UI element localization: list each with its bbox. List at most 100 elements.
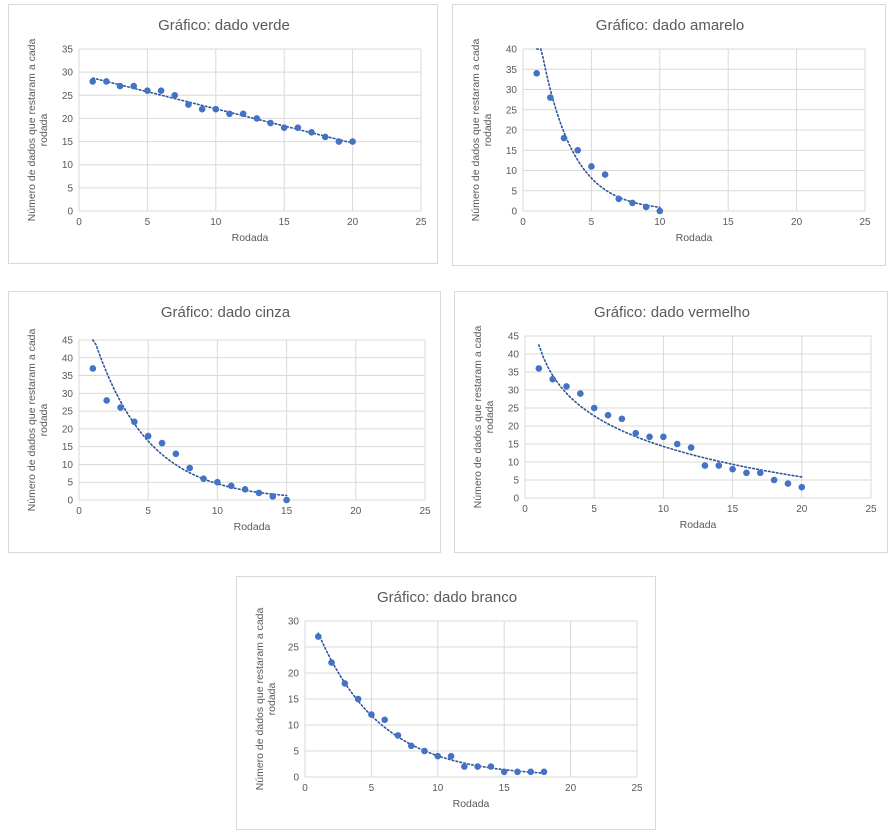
data-point [701, 462, 709, 469]
y-axis-label: Número de dados que restaram a cadarodad… [26, 329, 50, 512]
chart-svg: Gráfico: dado verde 0 5 10 15 20 25 30 35 0 5 10 15 2… [26, 17, 427, 244]
chart-panel-amarelo: Gráfico: dado amarelo 0 5 10 15 20 25 30 35 40 0 5 1… [452, 4, 886, 266]
y-tick-label: 10 [62, 460, 74, 471]
y-tick-label: 25 [506, 105, 518, 116]
x-tick-label: 15 [727, 504, 739, 515]
y-tick-label: 10 [62, 160, 74, 171]
data-point [172, 450, 180, 458]
data-point [514, 768, 521, 776]
x-tick-label: 5 [589, 217, 595, 228]
data-point [560, 134, 568, 142]
data-point [756, 469, 764, 477]
data-point [487, 763, 495, 770]
data-point [729, 465, 736, 473]
chart-title: Gráfico: dado verde [158, 17, 290, 34]
data-point [434, 752, 442, 760]
x-tick-label: 10 [654, 217, 666, 228]
y-tick-label: 0 [67, 496, 73, 507]
data-point [171, 91, 179, 99]
data-point [632, 429, 640, 437]
y-tick-label: 30 [62, 68, 74, 79]
y-axis-label: Número de dados que restaram a cadarodad… [470, 39, 494, 222]
data-point [280, 124, 288, 131]
data-point [131, 418, 138, 426]
y-axis-label-line: rodada [38, 403, 50, 436]
data-point [368, 711, 375, 718]
y-tick-label: 35 [506, 65, 518, 76]
y-tick-label: 25 [508, 404, 520, 415]
chart-panel-verde: Gráfico: dado verde 0 5 10 15 20 25 30 35 0 5 10 15 2… [8, 4, 438, 264]
y-tick-label: 0 [293, 773, 299, 784]
y-tick-label: 30 [288, 617, 300, 628]
y-tick-label: 5 [67, 183, 73, 194]
x-tick-label: 5 [591, 504, 597, 515]
x-tick-label: 20 [350, 506, 362, 517]
chart-title: Gráfico: dado vermelho [594, 304, 750, 321]
data-point [421, 747, 428, 755]
x-tick-label: 20 [796, 504, 808, 515]
data-point [527, 768, 535, 776]
data-point [144, 87, 151, 94]
data-point [547, 94, 554, 101]
x-tick-label: 25 [419, 506, 431, 517]
trendline [538, 344, 803, 478]
data-point [590, 404, 598, 412]
y-tick-label: 10 [506, 166, 518, 177]
x-tick-label: 10 [432, 783, 444, 794]
x-tick-label: 15 [281, 506, 293, 517]
y-tick-label: 45 [508, 332, 520, 343]
y-tick-label: 15 [62, 137, 74, 148]
x-tick-label: 10 [212, 506, 224, 517]
y-tick-label: 0 [511, 207, 517, 218]
data-point [784, 480, 792, 487]
data-point [241, 486, 249, 493]
y-axis-label-line: rodada [484, 400, 496, 433]
x-tick-label: 0 [522, 504, 528, 515]
y-tick-label: 5 [513, 476, 519, 487]
x-tick-label: 0 [76, 506, 82, 517]
y-tick-label: 40 [506, 45, 518, 56]
y-tick-label: 35 [62, 45, 74, 56]
data-point [381, 716, 388, 724]
y-axis-label: Número de dados que restaram a cadarodad… [472, 326, 496, 509]
y-tick-label: 20 [288, 669, 300, 680]
data-point [629, 199, 636, 207]
data-point [294, 124, 302, 131]
data-point [563, 383, 570, 390]
y-tick-label: 10 [508, 458, 520, 469]
x-tick-label: 15 [279, 217, 291, 228]
x-tick-label: 20 [347, 217, 359, 228]
data-point [200, 475, 207, 482]
data-point [601, 171, 609, 178]
trendline [92, 339, 288, 497]
x-tick-label: 0 [76, 217, 82, 228]
y-tick-label: 40 [62, 353, 74, 364]
data-point [227, 482, 235, 490]
y-tick-label: 0 [513, 494, 519, 505]
x-tick-label: 25 [865, 504, 877, 515]
data-point [328, 659, 335, 666]
data-point [321, 133, 329, 141]
trendline [535, 48, 661, 209]
y-tick-label: 0 [67, 207, 73, 218]
data-point [673, 440, 681, 448]
y-axis-label-line: Número de dados que restaram a cada [470, 39, 482, 222]
data-point [239, 110, 247, 118]
chart-panel-vermelho: Gráfico: dado vermelho 0 5 10 15 20 25 30 35 40 45… [454, 291, 888, 553]
y-tick-label: 40 [508, 350, 520, 361]
y-axis-label: Número de dados que restaram a cadarodad… [254, 608, 278, 791]
data-point [540, 768, 548, 776]
data-point [604, 411, 612, 419]
y-axis-label-line: rodada [38, 113, 50, 146]
data-point [535, 365, 543, 372]
x-axis-label: Rodada [676, 232, 713, 244]
x-axis-label: Rodada [234, 521, 271, 533]
y-tick-label: 10 [288, 721, 300, 732]
y-tick-label: 15 [62, 442, 74, 453]
x-tick-label: 10 [210, 217, 222, 228]
data-point [157, 87, 165, 94]
data-point [574, 146, 582, 154]
data-point [89, 78, 96, 85]
x-tick-label: 0 [302, 783, 308, 794]
data-point [103, 78, 110, 85]
